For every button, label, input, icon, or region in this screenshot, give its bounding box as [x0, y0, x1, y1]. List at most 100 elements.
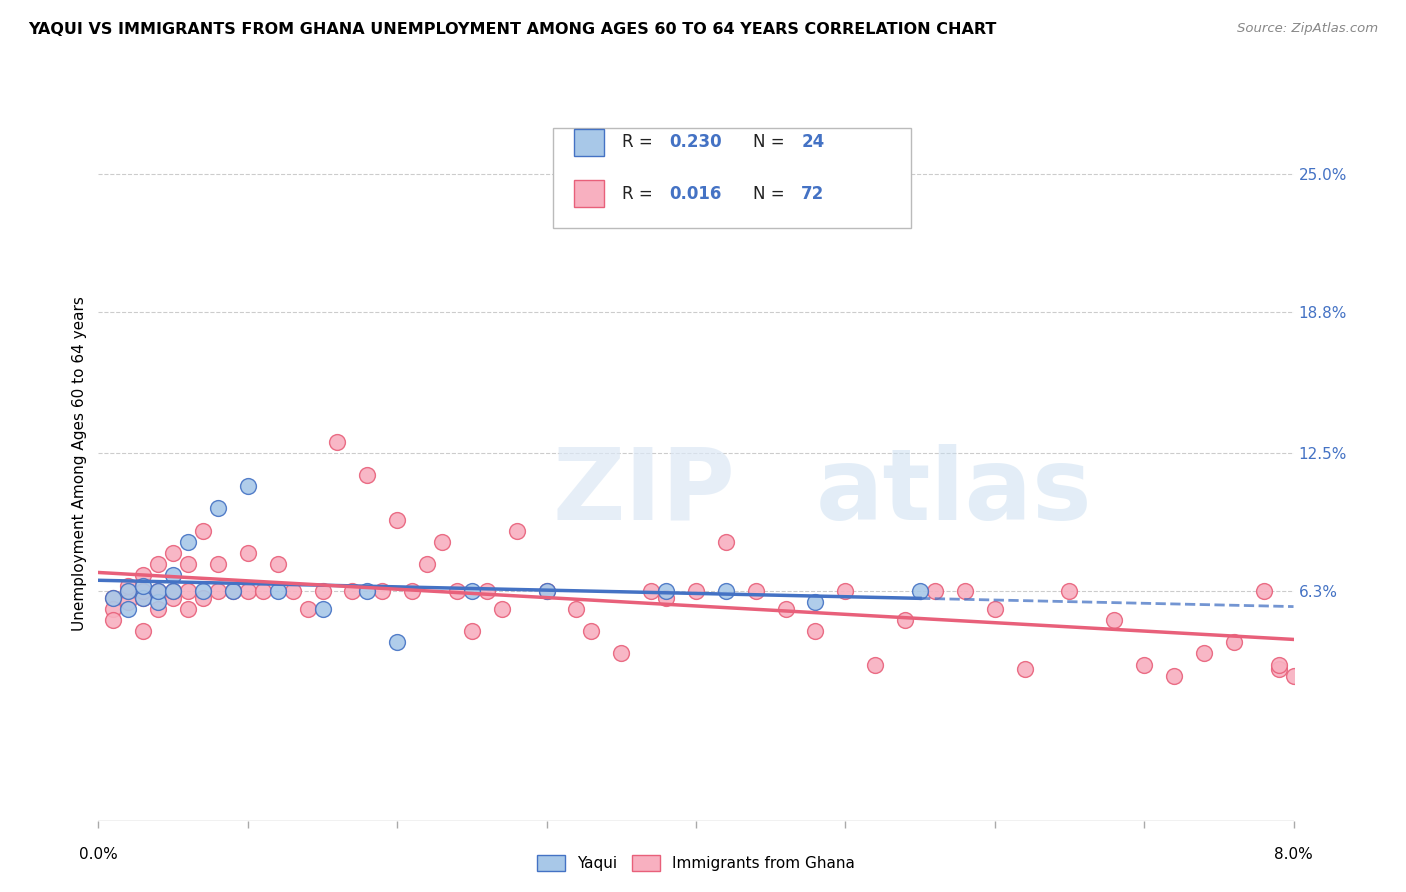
Bar — [574, 128, 605, 155]
Y-axis label: Unemployment Among Ages 60 to 64 years: Unemployment Among Ages 60 to 64 years — [72, 296, 87, 632]
Point — [863, 657, 886, 672]
Point — [983, 601, 1005, 615]
Point — [117, 583, 139, 598]
Point — [162, 591, 184, 605]
Text: atlas: atlas — [815, 444, 1092, 541]
Point — [222, 583, 245, 598]
Point — [834, 583, 856, 598]
Point — [581, 624, 603, 639]
Point — [191, 524, 214, 538]
Point — [191, 591, 214, 605]
Point — [491, 601, 513, 615]
Point — [714, 583, 737, 598]
Point — [132, 591, 155, 605]
Point — [207, 501, 229, 516]
Text: N =: N = — [754, 133, 790, 151]
Point — [1253, 583, 1275, 598]
Point — [894, 613, 917, 627]
Point — [148, 601, 170, 615]
Point — [536, 583, 558, 598]
Text: N =: N = — [754, 185, 790, 202]
Point — [342, 583, 364, 598]
Point — [162, 546, 184, 560]
Point — [132, 624, 155, 639]
Point — [236, 583, 259, 598]
Point — [1102, 613, 1125, 627]
Point — [281, 583, 304, 598]
Point — [655, 583, 678, 598]
Point — [148, 583, 170, 598]
Point — [177, 534, 200, 549]
Point — [236, 546, 259, 560]
Text: Source: ZipAtlas.com: Source: ZipAtlas.com — [1237, 22, 1378, 36]
Point — [385, 635, 409, 649]
Point — [162, 583, 184, 598]
Point — [655, 591, 678, 605]
Point — [103, 613, 125, 627]
Point — [1222, 635, 1246, 649]
Point — [103, 601, 125, 615]
Text: 8.0%: 8.0% — [1274, 847, 1313, 863]
Point — [371, 583, 394, 598]
Text: R =: R = — [621, 185, 658, 202]
Point — [385, 512, 409, 526]
Point — [103, 591, 125, 605]
Point — [461, 583, 484, 598]
Point — [177, 601, 200, 615]
Point — [804, 595, 827, 609]
Point — [401, 583, 423, 598]
Point — [1267, 662, 1289, 676]
Text: ZIP: ZIP — [553, 444, 735, 541]
Point — [177, 557, 200, 572]
Point — [610, 646, 633, 660]
Point — [117, 580, 139, 594]
Point — [1267, 657, 1289, 672]
Point — [640, 583, 662, 598]
Point — [297, 601, 319, 615]
Point — [311, 583, 333, 598]
Point — [416, 557, 439, 572]
Point — [1014, 662, 1036, 676]
Point — [103, 591, 125, 605]
Point — [685, 583, 707, 598]
Point — [430, 534, 453, 549]
Text: 0.016: 0.016 — [669, 185, 723, 202]
Point — [326, 434, 349, 449]
Point — [222, 583, 245, 598]
Point — [117, 583, 139, 598]
Point — [207, 557, 229, 572]
Point — [191, 583, 214, 598]
Point — [148, 583, 170, 598]
Point — [714, 534, 737, 549]
Legend: Yaqui, Immigrants from Ghana: Yaqui, Immigrants from Ghana — [531, 849, 860, 877]
FancyBboxPatch shape — [553, 128, 911, 228]
Point — [745, 583, 768, 598]
Point — [1059, 583, 1081, 598]
Point — [162, 583, 184, 598]
Point — [148, 595, 170, 609]
Text: 0.0%: 0.0% — [79, 847, 118, 863]
Point — [162, 568, 184, 582]
Point — [207, 583, 229, 598]
Point — [132, 580, 155, 594]
Point — [475, 583, 498, 598]
Point — [804, 624, 827, 639]
Point — [1192, 646, 1215, 660]
Point — [775, 601, 797, 615]
Point — [236, 479, 259, 493]
Point — [446, 583, 468, 598]
Point — [117, 595, 139, 609]
Point — [1133, 657, 1156, 672]
Point — [1163, 669, 1185, 683]
Text: 0.230: 0.230 — [669, 133, 723, 151]
Point — [117, 601, 139, 615]
Point — [132, 568, 155, 582]
Point — [953, 583, 976, 598]
Point — [132, 583, 155, 598]
Bar — [574, 180, 605, 207]
Point — [506, 524, 529, 538]
Point — [177, 583, 200, 598]
Point — [1282, 669, 1305, 683]
Point — [267, 557, 290, 572]
Point — [565, 601, 588, 615]
